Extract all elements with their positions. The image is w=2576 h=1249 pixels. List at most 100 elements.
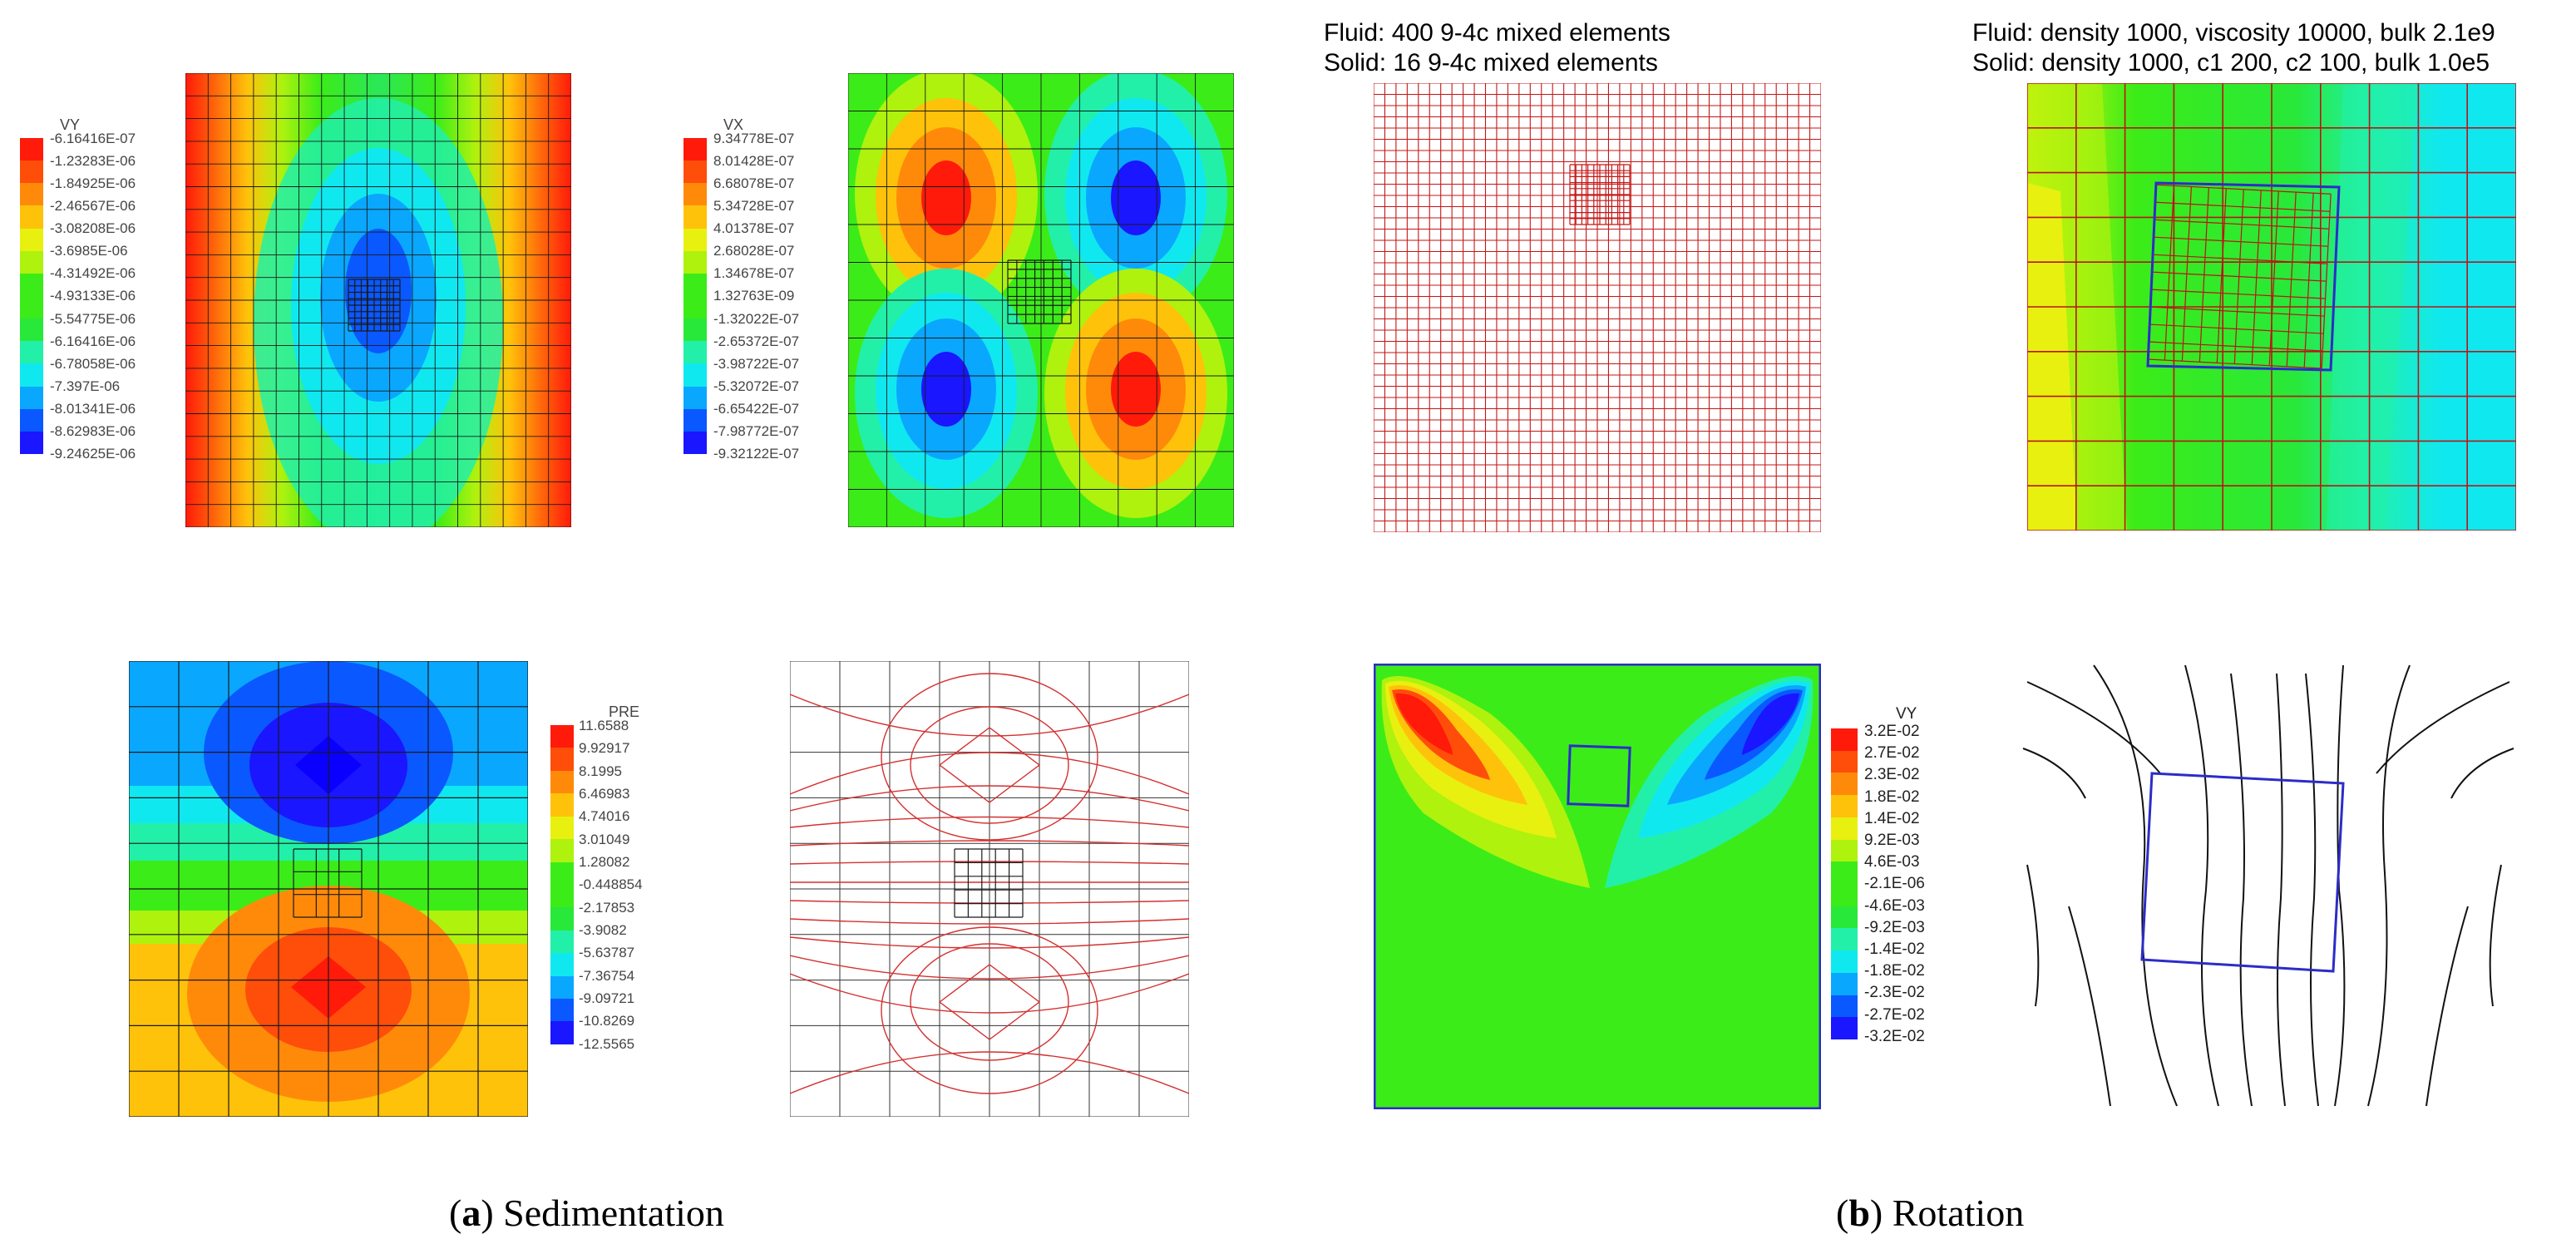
solid-fine-mesh [293, 848, 363, 918]
solid-boundary-box [1567, 744, 1631, 807]
caption-text-b: Rotation [1883, 1192, 2025, 1234]
legend-value: -1.8E-02 [1864, 962, 1925, 980]
legend-value: -2.17853 [579, 899, 635, 916]
solid-boundary-box [2140, 772, 2345, 973]
legend-value: 2.3E-02 [1864, 766, 1920, 784]
legend-swatch [1831, 906, 1858, 929]
legend-value: 8.1995 [579, 763, 622, 779]
legend-swatch [550, 1021, 574, 1044]
legend-value: -3.9082 [579, 922, 627, 939]
fluid-mesh-grid [1374, 83, 1821, 532]
legend-swatch [550, 884, 574, 908]
solid-fine-mesh-rotated [2146, 184, 2332, 369]
legend-value-list: -6.16416E-07 -1.23283E-06 -1.84925E-06 -2.4… [50, 131, 136, 461]
legend-value: -7.36754 [579, 967, 635, 984]
solid-mesh-line: Solid: 16 9-4c mixed elements [1324, 49, 1658, 77]
legend-swatch [20, 386, 43, 409]
legend-value: -7.98772E-07 [713, 422, 800, 439]
legend-value: -9.32122E-07 [713, 445, 800, 462]
legend-swatch [1831, 817, 1858, 840]
fluid-parameters-line: Fluid: density 1000, viscosity 10000, bu… [1972, 19, 2495, 47]
vx-legend-a: VX 9.34778E-07 8.01428E-07 6.68078E-07 5.34… [679, 116, 845, 466]
fluid-red-mesh [1374, 83, 1821, 532]
pressure-sedimentation-field [129, 661, 528, 1117]
legend-value: -12.5565 [579, 1035, 635, 1052]
legend-swatch [683, 408, 707, 432]
legend-swatch [20, 138, 43, 161]
legend-value: -1.23283E-06 [50, 153, 136, 170]
legend-title: PRE [609, 703, 640, 720]
legend-value: 8.01428E-07 [713, 153, 795, 170]
legend-value: 1.32763E-09 [713, 288, 795, 304]
legend-value: -3.6985E-06 [50, 243, 128, 259]
legend-value: -2.3E-02 [1864, 984, 1925, 1002]
legend-value: 4.01378E-07 [713, 220, 795, 237]
legend-value-list: 9.34778E-07 8.01428E-07 6.68078E-07 5.34728… [713, 131, 799, 461]
legend-value: -4.31492E-06 [50, 265, 136, 282]
caption-label-b: b [1848, 1192, 1870, 1234]
legend-swatch [683, 160, 707, 184]
legend-swatch [20, 250, 43, 274]
legend-swatch [683, 205, 707, 229]
legend-swatch [1831, 861, 1858, 885]
legend-value: -0.448854 [579, 876, 643, 893]
legend-value-list: 11.6588 9.92917 8.1995 6.46983 4.74016 3.0104… [579, 718, 643, 1051]
legend-swatch [683, 318, 707, 342]
legend-value: -2.65372E-07 [713, 333, 800, 349]
legend-value: -8.01341E-06 [50, 400, 136, 417]
legend-value: -8.62983E-06 [50, 422, 136, 439]
legend-title: VY [60, 116, 81, 133]
legend-value: -7.397E-06 [50, 378, 121, 394]
legend-swatch [20, 273, 43, 296]
legend-swatch [20, 318, 43, 342]
legend-swatch [1831, 972, 1858, 995]
negative-vortex-right [1605, 676, 1814, 888]
coarse-fluid-grid [129, 661, 528, 1117]
caption-sedimentation: (a) Sedimentation [449, 1192, 724, 1234]
legend-value: 2.68028E-07 [713, 243, 795, 259]
legend-value: 1.28082 [579, 854, 630, 871]
positive-vortex-left [1381, 676, 1590, 888]
legend-swatch [20, 341, 43, 364]
legend-value: -5.32072E-07 [713, 378, 800, 394]
legend-swatch [20, 295, 43, 319]
legend-swatch [20, 228, 43, 251]
legend-swatch [20, 363, 43, 387]
legend-swatch [1831, 995, 1858, 1018]
negative-lobe-bottom-left [855, 269, 1038, 518]
legend-value: 1.34678E-07 [713, 265, 795, 282]
legend-value: -9.2E-03 [1864, 918, 1925, 936]
streamlines [2022, 664, 2514, 1107]
vy-legend-b: VY 3.2E-02 2.7E-02 2.3E-02 1.8E-02 1.4E-02 9.… [1831, 705, 1964, 1054]
legend-value: 6.46983 [579, 786, 630, 802]
vy-legend-a: VY -6.16416E-07 -1.23283E-06 -1.84925E-06-… [15, 116, 181, 466]
legend-swatch [550, 725, 574, 748]
legend-swatch [550, 839, 574, 862]
legend-value-list: 3.2E-02 2.7E-02 2.3E-02 1.8E-02 1.4E-02 9.2E-… [1864, 723, 1925, 1044]
legend-swatch [683, 250, 707, 274]
legend-swatch [550, 975, 574, 1000]
legend-swatch [550, 930, 574, 954]
legend-value: -2.1E-06 [1864, 875, 1925, 893]
legend-value: -2.7E-02 [1864, 1005, 1925, 1024]
mesh-description-header: Fluid: 400 9-4c mixed elements Solid: 16… [1324, 18, 1670, 78]
solid-fine-mesh [348, 279, 401, 332]
legend-color-bar [20, 138, 43, 454]
legend-swatch [683, 363, 707, 387]
legend-value: 5.34728E-07 [713, 198, 795, 215]
legend-swatch [550, 999, 574, 1022]
legend-swatch [550, 816, 574, 840]
legend-swatch [550, 907, 574, 931]
coarse-fluid-grid [185, 73, 571, 527]
legend-swatch [550, 793, 574, 817]
caption-rotation: (b) Rotation [1836, 1192, 2025, 1234]
legend-swatch [20, 408, 43, 432]
legend-swatch [683, 183, 707, 206]
legend-swatch [20, 160, 43, 184]
legend-value: -2.46567E-06 [50, 198, 136, 215]
solid-boundary-box [2146, 181, 2341, 372]
positive-lobe-bottom-right [1044, 269, 1227, 518]
caption-label-a: a [461, 1192, 481, 1234]
legend-color-bar [683, 138, 707, 454]
negative-lobe-top-right [1044, 73, 1227, 318]
